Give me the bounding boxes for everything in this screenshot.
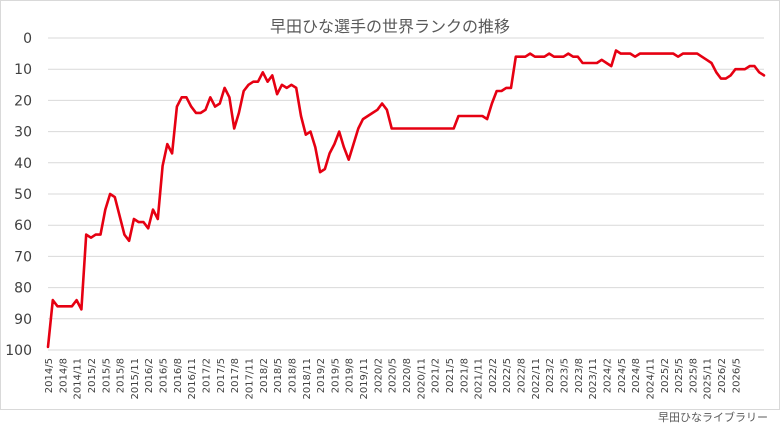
x-tick-label: 2024/8 — [631, 358, 642, 393]
x-tick-label: 2016/2 — [144, 358, 155, 393]
x-tick-label: 2017/2 — [202, 358, 213, 393]
x-tick-label: 2016/8 — [173, 358, 184, 393]
x-tick-label: 2022/2 — [488, 358, 499, 393]
x-tick-label: 2025/11 — [703, 358, 714, 400]
x-tick-label: 2014/11 — [73, 358, 84, 400]
x-tick-label: 2018/11 — [302, 358, 313, 400]
x-tick-label: 2025/8 — [688, 358, 699, 393]
y-tick-label: 90 — [14, 312, 32, 328]
x-tick-label: 2024/5 — [617, 358, 628, 393]
x-tick-label: 2023/8 — [574, 358, 585, 393]
x-tick-label: 2021/5 — [445, 358, 456, 393]
x-tick-label: 2017/11 — [244, 358, 255, 400]
x-tick-label: 2016/11 — [187, 358, 198, 400]
x-tick-label: 2015/11 — [130, 358, 141, 400]
x-tick-label: 2019/2 — [316, 358, 327, 393]
x-tick-label: 2019/8 — [345, 358, 356, 393]
y-tick-label: 30 — [14, 125, 32, 141]
x-tick-label: 2026/2 — [717, 358, 728, 393]
y-tick-label: 20 — [14, 93, 32, 109]
y-tick-label: 80 — [14, 281, 32, 297]
x-tick-label: 2019/11 — [359, 358, 370, 400]
x-tick-label: 2016/5 — [159, 358, 170, 393]
y-tick-label: 10 — [14, 62, 32, 78]
y-tick-label: 0 — [23, 31, 32, 47]
x-tick-label: 2024/2 — [602, 358, 613, 393]
x-tick-label: 2017/8 — [230, 358, 241, 393]
x-tick-label: 2017/5 — [216, 358, 227, 393]
x-tick-label: 2020/8 — [402, 358, 413, 393]
x-tick-label: 2014/8 — [58, 358, 69, 393]
x-tick-label: 2015/2 — [87, 358, 98, 393]
x-tick-label: 2020/11 — [416, 358, 427, 400]
x-tick-label: 2021/2 — [431, 358, 442, 393]
x-tick-label: 2022/5 — [502, 358, 513, 393]
x-tick-label: 2022/8 — [517, 358, 528, 393]
x-tick-label: 2021/8 — [459, 358, 470, 393]
x-tick-label: 2025/2 — [660, 358, 671, 393]
x-tick-label: 2018/5 — [273, 358, 284, 393]
x-tick-label: 2018/2 — [259, 358, 270, 393]
x-tick-label: 2021/11 — [474, 358, 485, 400]
y-tick-label: 100 — [5, 343, 32, 359]
y-tick-label: 70 — [14, 249, 32, 265]
x-tick-label: 2015/8 — [116, 358, 127, 393]
x-tick-label: 2019/5 — [330, 358, 341, 393]
x-tick-label: 2023/5 — [560, 358, 571, 393]
x-tick-label: 2023/2 — [545, 358, 556, 393]
x-tick-label: 2023/11 — [588, 358, 599, 400]
x-tick-label: 2025/5 — [674, 358, 685, 393]
x-tick-label: 2022/11 — [531, 358, 542, 400]
y-tick-label: 60 — [14, 218, 32, 234]
x-tick-label: 2018/8 — [287, 358, 298, 393]
y-tick-label: 40 — [14, 156, 32, 172]
chart-area — [0, 0, 780, 410]
y-tick-label: 50 — [14, 187, 32, 203]
x-tick-label: 2020/5 — [388, 358, 399, 393]
chart-title: 早田ひな選手の世界ランクの推移 — [269, 17, 510, 36]
x-tick-label: 2024/11 — [645, 358, 656, 400]
x-tick-label: 2015/5 — [101, 358, 112, 393]
x-tick-label: 2014/5 — [44, 358, 55, 393]
x-tick-label: 2020/2 — [373, 358, 384, 393]
x-tick-label: 2026/5 — [731, 358, 742, 393]
series-line — [46, 49, 766, 349]
source-credit: 早田ひなライブラリー — [658, 411, 768, 424]
